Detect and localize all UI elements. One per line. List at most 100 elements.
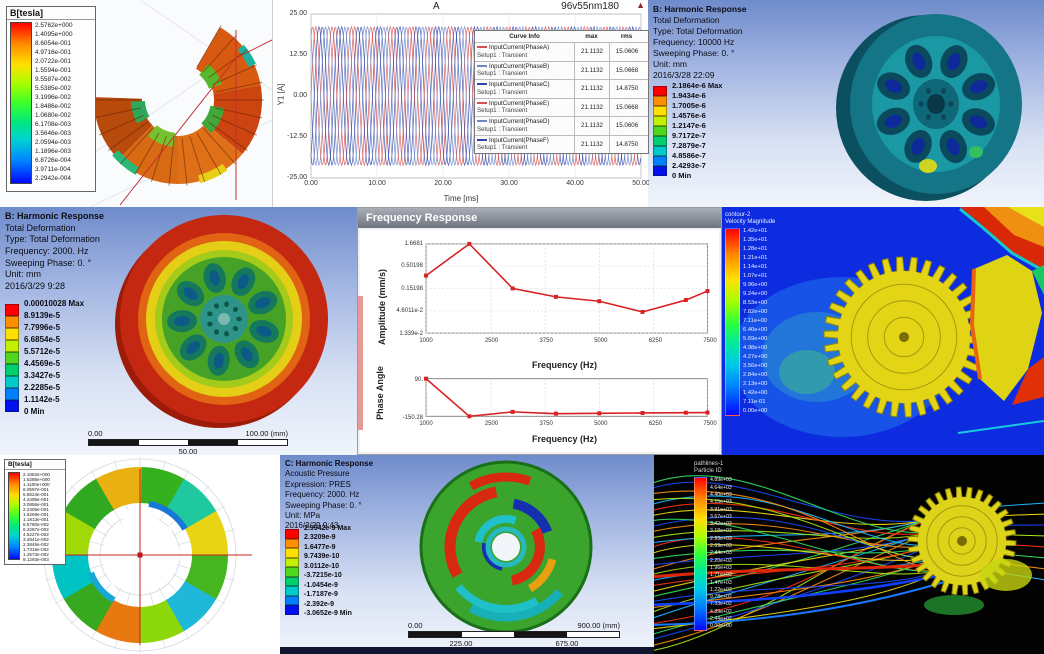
contour-patch [1008, 207, 1044, 227]
info-line: Sweeping Phase: 0. ° [285, 500, 362, 510]
curve-setup: Setup1 : Transient [477, 70, 528, 78]
pressure-legend: 2.9942e-9 Max 2.3209e-9 1.6477e-9 9.7439e-1… [285, 525, 435, 625]
taskbar-strip [280, 647, 654, 654]
legend-value: 0.00e+00 [743, 408, 768, 415]
legend-swatch [285, 576, 299, 586]
legend-value: 9.1293e-003 [23, 557, 49, 562]
curve-setup: Setup1 : Transient [477, 88, 528, 96]
plot-tab-label[interactable]: A [433, 1, 440, 12]
y-tick-label: -12.50 [287, 133, 307, 140]
gear-rib [883, 316, 925, 358]
legend-value: 1.22e+03 [710, 586, 732, 593]
curve-name-cell: InputCurrent(PhaseA) Setup1 : Transient [475, 43, 574, 61]
gear-rib [948, 527, 976, 555]
background-window-edge [358, 296, 363, 430]
ruler-end: 900.00 (mm) [577, 621, 620, 630]
x-tick-label: 40.00 [566, 180, 584, 187]
flux-density-legend: B[tesla] 2.5762e+000 1.4095e+000 8.6054e-0… [6, 6, 96, 192]
legend-quantity: Particle ID [694, 468, 722, 475]
x-tick-label: 2500 [484, 421, 499, 427]
legend-value: 2.1864e-6 Max [672, 81, 723, 91]
particle-cloud [980, 559, 1032, 591]
data-marker [705, 289, 710, 294]
info-line: Type: Total Deformation [5, 234, 100, 245]
x-tick-label: 5000 [594, 421, 608, 427]
ruler-start: 0.00 [408, 621, 423, 630]
legend-value: 9.78e+02 [710, 594, 732, 601]
wheel-hole [174, 316, 191, 327]
x-tick-label: 5000 [594, 338, 608, 344]
legend-value: 1.1100e+000 [23, 482, 50, 487]
particle-cloud [924, 595, 984, 615]
legend-value: 1.6269e-001 [23, 512, 49, 517]
legend-value: 9.5587e-002 [35, 76, 71, 83]
legend-swatch [285, 595, 299, 605]
legend-value: 3.2841e-002 [23, 537, 49, 542]
legend-value: 3.18e+03 [710, 528, 732, 535]
legend-value: 1.42e+00 [743, 390, 768, 397]
legend-swatch [5, 340, 19, 352]
legend-value: 1.1896e-003 [35, 148, 71, 155]
window-titlebar[interactable]: Frequency Response [358, 208, 721, 228]
y-tick-label: 4.6011e-2 [396, 308, 423, 314]
contour-arc [455, 584, 539, 614]
legend-value: 2.84e+00 [743, 372, 768, 379]
info-line: 2016/3/29 9:43 [285, 521, 339, 531]
gear-hub [899, 332, 909, 342]
legend-value: 1.7005e-6 [672, 101, 706, 111]
curve-setup: Setup1 : Transient [477, 125, 528, 133]
deformation-legend: 2.1864e-6 Max 1.9434e-6 1.7005e-6 1.4576e-6… [653, 81, 803, 186]
legend-value: 2.1052e+000 [23, 472, 50, 477]
legend-header-cell: max [585, 33, 598, 40]
wheel-hole [925, 88, 932, 94]
curve-name-cell: InputCurrent(PhaseB) Setup1 : Transient [475, 62, 574, 80]
deformation-legend: 0.00010028 Max 8.9139e-5 7.7996e-5 6.6854e-… [5, 299, 155, 422]
streamline-thick [654, 578, 955, 626]
flow-glow [779, 350, 835, 394]
legend-title: B[tesla] [5, 460, 65, 470]
wheel-hole [224, 301, 230, 307]
stator-arc-plot [39, 0, 272, 207]
window-control-icon[interactable]: ▲ [636, 0, 645, 10]
slot-line [215, 81, 263, 93]
legend-value: 3.9711e-004 [35, 166, 71, 173]
legend-value: 8.0597e-001 [23, 487, 49, 492]
panel-frequency-response-window: Frequency Response Amplitude (mm/s) Freq… [357, 207, 722, 455]
wheel-hole [884, 79, 903, 93]
data-marker [640, 411, 645, 415]
legend-value: 3.42e+03 [710, 521, 732, 528]
wheel-hole [213, 352, 224, 369]
contour-arc [63, 579, 115, 632]
wheel-bore [927, 94, 945, 114]
curve-rms: 15.0606 [609, 43, 644, 61]
legend-value: 7.7996e-5 [24, 323, 61, 332]
contour-arc [237, 44, 256, 68]
legend-value: 5.8524e-001 [23, 492, 49, 497]
curve-color-icon [477, 138, 487, 141]
legend-value: 5.69e+00 [743, 336, 768, 343]
data-marker [424, 376, 429, 381]
ruler-mid2: 675.00 [555, 639, 579, 648]
info-line: 2016/3/28 22:09 [653, 70, 715, 81]
legend-header: contour-2 Velocity Magnitude [725, 212, 775, 226]
legend-value: 2.13e+00 [743, 381, 768, 388]
x-tick-label: 7500 [703, 421, 717, 427]
contour-fringe [957, 420, 1044, 434]
legend-swatch [653, 96, 667, 106]
slot-line [99, 115, 144, 136]
y-tick-label: 0.00 [293, 92, 307, 99]
legend-swatch [285, 605, 299, 615]
info-line: Type: Total Deformation [653, 26, 743, 37]
data-marker [424, 273, 429, 278]
slot-line [108, 121, 148, 151]
legend-value: 4.89e+03 [710, 477, 732, 484]
legend-value: 8.6054e-001 [35, 40, 71, 47]
slot-line [181, 137, 188, 186]
curve-max: 21.1132 [574, 117, 609, 135]
legend-value: 9.7439e-10 [304, 553, 340, 561]
legend-row: InputCurrent(PhaseB) Setup1 : Transient 21… [475, 60, 648, 80]
legend-value: -2.392e-9 [304, 600, 334, 608]
y-tick-label: -150.28 [402, 414, 423, 421]
legend-swatch [5, 388, 19, 400]
